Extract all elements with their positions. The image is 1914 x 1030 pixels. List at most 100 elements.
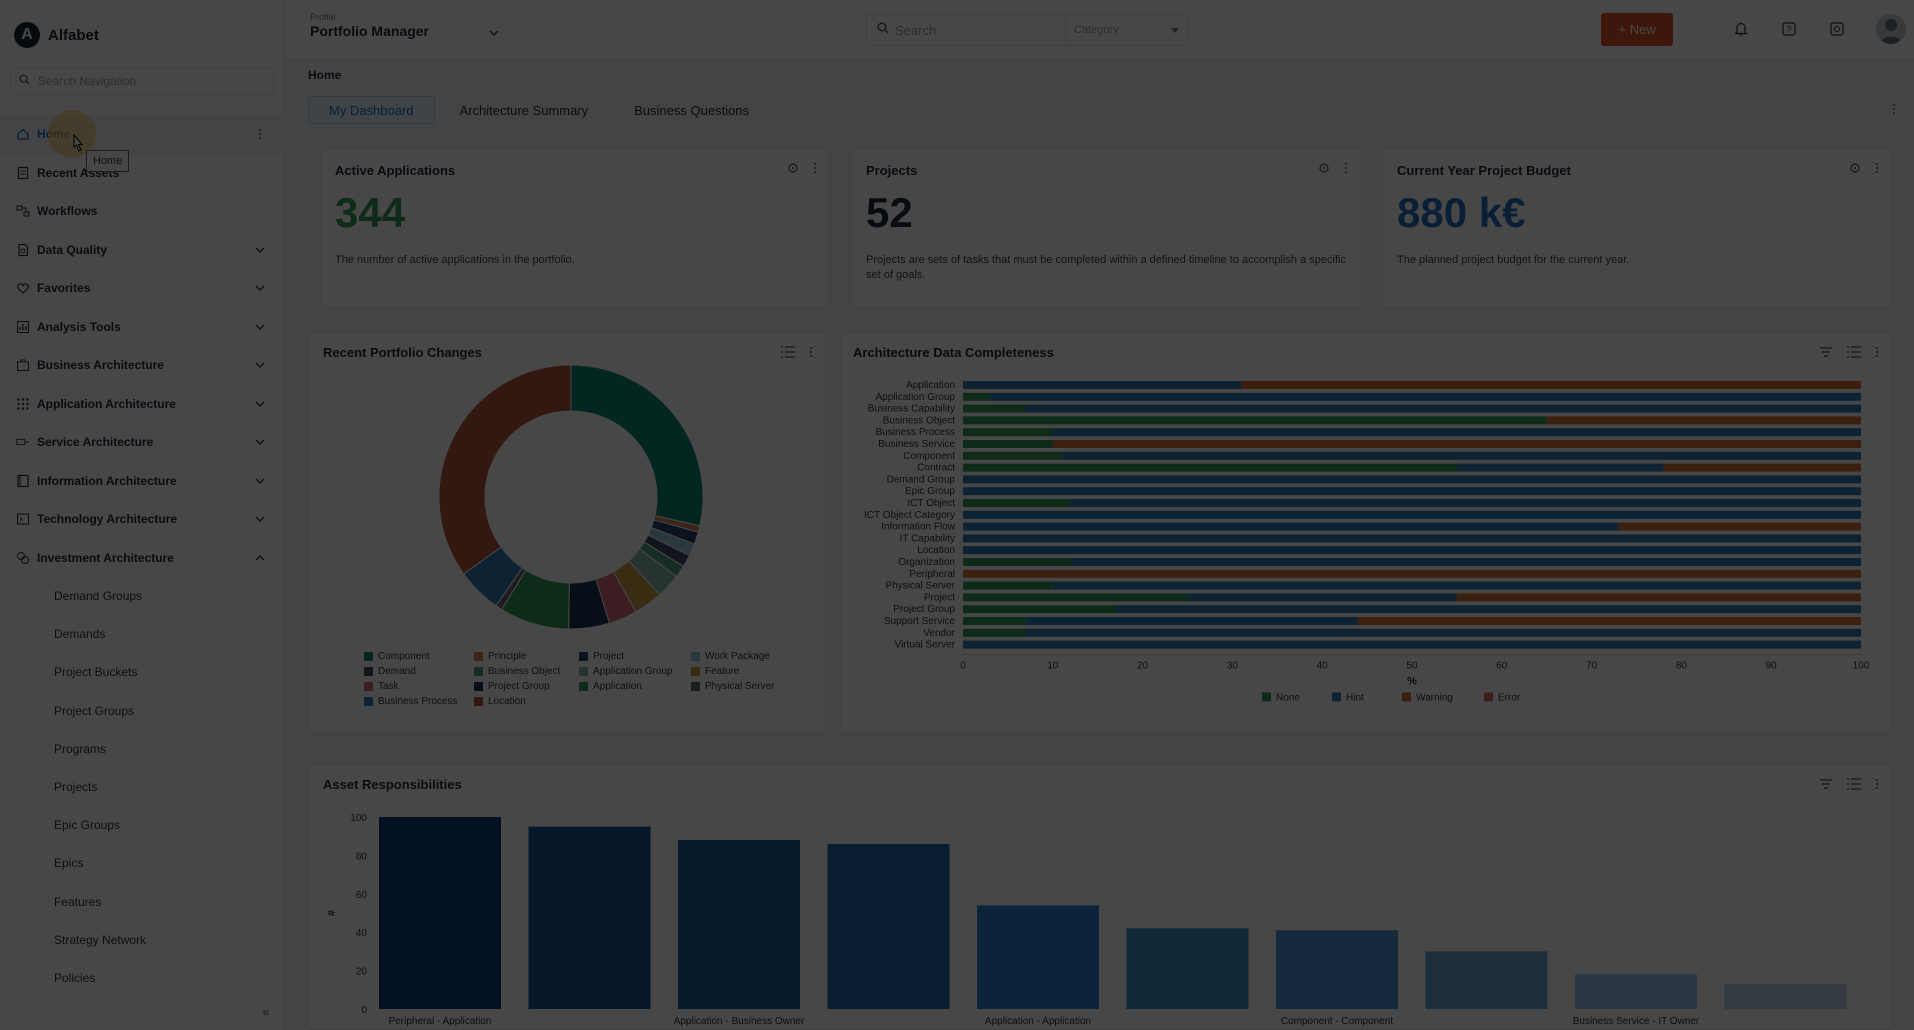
chevron-down-icon[interactable] xyxy=(254,436,266,448)
sidebar-subitem-epic-groups[interactable]: Epic Groups xyxy=(54,818,121,833)
tab-architecture-summary[interactable]: Architecture Summary xyxy=(459,102,589,118)
chevron-up-icon[interactable] xyxy=(254,552,266,564)
sidebar-subitem-project-buckets[interactable]: Project Buckets xyxy=(54,665,138,680)
sidebar-subitem-projects[interactable]: Projects xyxy=(54,780,98,795)
chevron-down-icon[interactable] xyxy=(254,359,266,371)
legend-label: Location xyxy=(488,696,526,707)
legend-item[interactable]: Work Package xyxy=(691,651,781,662)
kpi-description: The planned project budget for the curre… xyxy=(1397,254,1630,266)
bar-segment xyxy=(963,440,1053,448)
legend-item[interactable]: Location xyxy=(474,696,579,707)
sidebar-subitem-epics[interactable]: Epics xyxy=(54,856,84,871)
bar xyxy=(678,840,800,1009)
sidebar-item-service-architecture[interactable]: Service Architecture xyxy=(0,423,284,462)
sidebar-item-home[interactable]: Home xyxy=(0,115,284,154)
legend-item[interactable]: Business Object xyxy=(474,666,579,677)
legend-item[interactable]: Principle xyxy=(474,651,579,662)
tab-my-dashboard[interactable]: My Dashboard xyxy=(308,96,435,124)
brand[interactable]: A Alfabet xyxy=(14,22,99,48)
legend-item[interactable]: Project xyxy=(579,651,691,662)
refresh-icon[interactable] xyxy=(787,161,799,179)
y-tick-label: Peripheral xyxy=(909,569,955,580)
sidebar-subitem-project-groups[interactable]: Project Groups xyxy=(54,703,135,718)
kebab-icon[interactable] xyxy=(1344,161,1348,179)
sidebar-subitem-strategy-network[interactable]: Strategy Network xyxy=(54,932,147,947)
bell-icon[interactable] xyxy=(1730,18,1752,40)
sidebar-item-business-architecture[interactable]: Business Architecture xyxy=(0,346,284,385)
sidebar-subitem-features[interactable]: Features xyxy=(54,894,102,909)
legend-swatch xyxy=(579,667,588,676)
legend-item[interactable]: Application Group xyxy=(579,666,691,677)
legend-swatch xyxy=(364,667,373,676)
legend-swatch xyxy=(579,652,588,661)
building-icon xyxy=(16,358,30,372)
tab-business-questions[interactable]: Business Questions xyxy=(634,102,750,118)
bar-segment xyxy=(1052,428,1861,437)
sidebar-subitem-demand-groups[interactable]: Demand Groups xyxy=(54,589,143,604)
refresh-icon[interactable] xyxy=(1849,161,1861,179)
sidebar-item-label: Data Quality xyxy=(37,242,108,257)
legend-item[interactable]: Application xyxy=(579,681,691,692)
bar-segment xyxy=(963,628,1026,637)
refresh-icon[interactable] xyxy=(1318,161,1330,179)
sidebar-subitem-demands[interactable]: Demands xyxy=(54,627,106,642)
legend-swatch xyxy=(364,652,373,661)
kebab-icon[interactable] xyxy=(254,128,266,140)
legend-item[interactable]: Feature xyxy=(691,666,781,677)
chevron-down-icon[interactable] xyxy=(254,244,266,256)
card-title: Active Applications xyxy=(335,163,456,178)
avatar[interactable] xyxy=(1876,14,1906,44)
legend-label: Business Object xyxy=(488,666,561,677)
kebab-icon[interactable] xyxy=(1875,161,1879,179)
sidebar-item-analysis-tools[interactable]: Analysis Tools xyxy=(0,308,284,347)
sidebar-item-data-quality[interactable]: Data Quality xyxy=(0,231,284,270)
sidebar-subitem-policies[interactable]: Policies xyxy=(54,970,96,985)
chevron-down-icon[interactable] xyxy=(254,282,266,294)
sidebar-item-investment-architecture[interactable]: Investment Architecture xyxy=(0,539,284,578)
legend-item[interactable]: Physical Server xyxy=(691,681,781,692)
sidebar-item-application-architecture[interactable]: Application Architecture xyxy=(0,385,284,424)
x-tick-label: 70 xyxy=(1586,660,1598,671)
bar xyxy=(1126,928,1249,1009)
brand-name: Alfabet xyxy=(48,26,99,44)
x-tick-label: 50 xyxy=(1406,660,1418,671)
sidebar-item-recent-assets[interactable]: Recent Assets xyxy=(0,154,284,193)
help-icon[interactable]: ? xyxy=(1778,18,1800,40)
new-button[interactable]: + New xyxy=(1601,13,1673,46)
breadcrumb[interactable]: Home xyxy=(308,68,342,82)
y-tick-label: ICT Object Category xyxy=(864,510,955,521)
kebab-icon[interactable] xyxy=(1892,102,1896,120)
legend-label: Work Package xyxy=(705,651,770,662)
legend-item[interactable]: Project Group xyxy=(474,681,579,692)
legend-label: Hint xyxy=(1346,692,1364,703)
bar xyxy=(977,905,1099,1009)
sidebar-item-favorites[interactable]: Favorites xyxy=(0,269,284,308)
legend-item[interactable]: Task xyxy=(364,681,474,692)
chevron-down-icon[interactable] xyxy=(254,513,266,525)
profile-selector[interactable]: Profile Portfolio Manager xyxy=(310,12,499,39)
collapse-sidebar-icon[interactable]: « xyxy=(262,1005,270,1019)
legend-item[interactable]: Demand xyxy=(364,666,474,677)
bar-segment xyxy=(1546,416,1861,425)
legend-item[interactable]: Business Process xyxy=(364,696,474,707)
bar-segment xyxy=(1070,499,1861,507)
nav-search-input[interactable] xyxy=(38,74,258,88)
bar-segment xyxy=(963,451,1062,460)
y-tick-label: 80 xyxy=(356,851,368,862)
bar-segment xyxy=(1663,463,1861,472)
settings-icon[interactable] xyxy=(1826,18,1848,40)
chevron-down-icon[interactable] xyxy=(254,398,266,410)
legend-swatch xyxy=(364,682,373,691)
sidebar-item-workflows[interactable]: Workflows xyxy=(0,192,284,231)
search-icon xyxy=(877,21,889,39)
sidebar-item-technology-architecture[interactable]: Technology Architecture xyxy=(0,500,284,539)
search-input[interactable] xyxy=(895,22,1065,38)
sidebar-subitem-programs[interactable]: Programs xyxy=(54,741,107,756)
kebab-icon[interactable] xyxy=(813,161,817,179)
chevron-down-icon[interactable] xyxy=(254,475,266,487)
sidebar-item-information-architecture[interactable]: Information Architecture xyxy=(0,462,284,501)
bar-segment xyxy=(1115,605,1861,614)
chevron-down-icon[interactable] xyxy=(254,321,266,333)
legend-item[interactable]: Component xyxy=(364,651,474,662)
category-select[interactable]: Category xyxy=(1065,15,1187,45)
